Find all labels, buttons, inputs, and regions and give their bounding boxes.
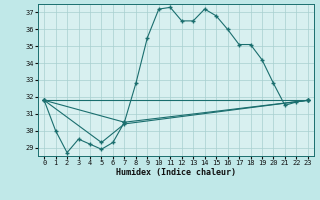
X-axis label: Humidex (Indice chaleur): Humidex (Indice chaleur) — [116, 168, 236, 177]
